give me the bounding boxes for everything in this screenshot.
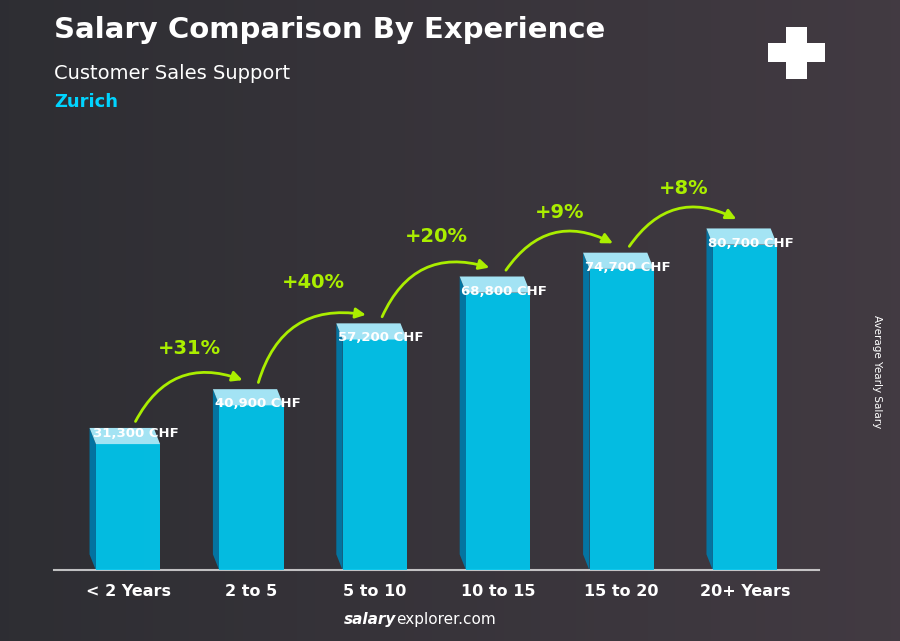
Text: 74,700 CHF: 74,700 CHF — [585, 261, 670, 274]
Text: 57,200 CHF: 57,200 CHF — [338, 331, 424, 344]
Polygon shape — [337, 323, 407, 340]
Text: Average Yearly Salary: Average Yearly Salary — [872, 315, 883, 428]
Text: +9%: +9% — [536, 203, 585, 222]
Polygon shape — [213, 389, 284, 405]
Polygon shape — [706, 228, 777, 245]
Text: +20%: +20% — [405, 227, 468, 246]
Bar — [768, 44, 825, 63]
Text: Customer Sales Support: Customer Sales Support — [54, 64, 290, 83]
Polygon shape — [337, 323, 343, 570]
Text: 40,900 CHF: 40,900 CHF — [215, 397, 301, 410]
Polygon shape — [89, 428, 160, 444]
Text: explorer.com: explorer.com — [396, 612, 496, 627]
Text: Zurich: Zurich — [54, 93, 118, 111]
Polygon shape — [460, 276, 466, 570]
Polygon shape — [583, 253, 590, 570]
Polygon shape — [460, 276, 530, 293]
Polygon shape — [706, 228, 713, 570]
Bar — [590, 269, 653, 570]
Polygon shape — [583, 253, 653, 269]
Polygon shape — [89, 428, 96, 570]
Text: 68,800 CHF: 68,800 CHF — [462, 285, 547, 297]
Text: salary: salary — [344, 612, 396, 627]
Text: 31,300 CHF: 31,300 CHF — [94, 427, 179, 440]
Text: +31%: +31% — [158, 339, 221, 358]
Bar — [220, 405, 284, 570]
Bar — [786, 28, 807, 79]
Polygon shape — [213, 389, 220, 570]
Text: +40%: +40% — [282, 274, 345, 292]
Text: Salary Comparison By Experience: Salary Comparison By Experience — [54, 16, 605, 44]
Text: 80,700 CHF: 80,700 CHF — [708, 237, 794, 249]
Bar — [343, 340, 407, 570]
Bar — [466, 293, 530, 570]
Text: +8%: +8% — [659, 179, 708, 197]
Bar — [96, 444, 160, 570]
Bar — [713, 245, 777, 570]
